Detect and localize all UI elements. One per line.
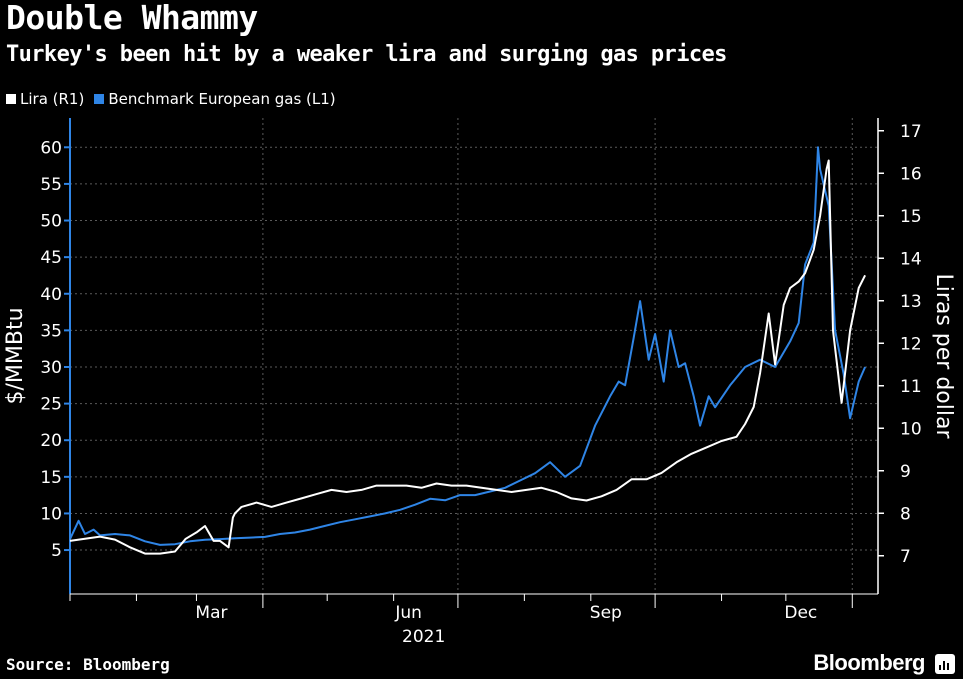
y-right-tick-label: 13 <box>900 292 922 312</box>
bloomberg-logo: Bloomberg <box>813 650 925 675</box>
y-left-tick-label: 10 <box>40 504 62 524</box>
chart-subtitle: Turkey's been hit by a weaker lira and s… <box>6 42 727 67</box>
legend-swatch-lira <box>6 94 16 104</box>
y-left-tick-label: 55 <box>40 175 62 195</box>
y-left-tick-label: 25 <box>40 395 62 415</box>
y-left-tick-label: 40 <box>40 285 62 305</box>
x-tick-label: Jun <box>394 603 422 623</box>
series-line-lira <box>69 159 866 555</box>
y-left-tick-label: 15 <box>40 468 62 488</box>
legend-item-gas: Benchmark European gas (L1) <box>94 90 336 108</box>
x-axis-label: 2021 <box>402 627 445 647</box>
series-line-gas <box>69 146 867 546</box>
bloomberg-chart-icon <box>935 654 955 674</box>
y-left-tick-label: 45 <box>40 248 62 268</box>
legend-label-gas: Benchmark European gas (L1) <box>108 90 336 108</box>
y-right-tick-label: 9 <box>900 462 911 482</box>
y-right-tick-label: 14 <box>900 249 922 269</box>
y-right-tick-label: 12 <box>900 334 922 354</box>
y-right-tick-label: 7 <box>900 547 911 567</box>
y-left-tick-label: 60 <box>40 138 62 158</box>
y-left-tick-label: 50 <box>40 212 62 232</box>
y-right-tick-label: 10 <box>900 419 922 439</box>
legend-label-lira: Lira (R1) <box>20 90 85 108</box>
x-tick-label: Sep <box>590 603 622 623</box>
y-left-tick-label: 35 <box>40 321 62 341</box>
y-left-axis-label: $/MMBtu <box>3 307 28 404</box>
y-left-tick-label: 5 <box>51 541 62 561</box>
y-right-tick-label: 15 <box>900 207 922 227</box>
legend-item-lira: Lira (R1) <box>6 90 84 108</box>
y-right-tick-label: 8 <box>900 504 911 524</box>
x-tick-label: Mar <box>195 603 227 623</box>
y-right-axis-label: Liras per dollar <box>931 273 956 439</box>
legend: Lira (R1) Benchmark European gas (L1) <box>6 90 346 108</box>
y-right-tick-label: 11 <box>900 377 922 397</box>
source-note: Source: Bloomberg <box>6 655 170 674</box>
legend-swatch-gas <box>94 94 105 104</box>
x-tick-label: Dec <box>784 603 817 623</box>
y-right-tick-label: 17 <box>900 122 922 142</box>
y-left-tick-label: 30 <box>40 358 62 378</box>
y-right-tick-label: 16 <box>900 164 922 184</box>
chart-title: Double Whammy <box>6 0 258 37</box>
y-left-tick-label: 20 <box>40 431 62 451</box>
